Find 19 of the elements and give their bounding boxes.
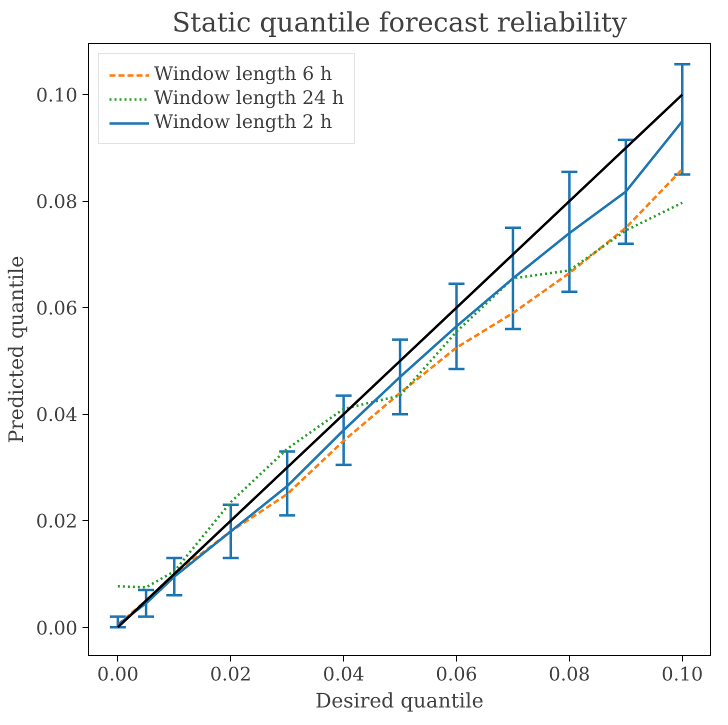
x-tick-label: 0.04 (322, 664, 364, 686)
x-axis-title: Desired quantile (315, 688, 484, 712)
x-tick-label: 0.10 (662, 664, 704, 686)
legend-label: Window length 24 h (154, 88, 344, 109)
y-tick-label: 0.10 (36, 86, 78, 107)
x-tick-label: 0.02 (210, 664, 252, 686)
x-tick-label: 0.06 (436, 664, 478, 686)
x-tick-label: 0.08 (548, 664, 590, 686)
line-series (116, 202, 684, 589)
legend-label: Window length 2 h (154, 112, 332, 133)
y-tick-label: 0.00 (36, 618, 78, 640)
chart-title: Static quantile forecast reliability (172, 8, 627, 38)
y-tick-label: 0.06 (36, 298, 78, 320)
x-tick-label: 0.00 (97, 664, 139, 686)
y-tick-label: 0.08 (36, 192, 78, 214)
y-tick-label: 0.04 (36, 405, 78, 426)
legend-label: Window length 6 h (154, 64, 332, 85)
y-axis-title: Predicted quantile (4, 256, 28, 444)
y-tick-label: 0.02 (36, 512, 78, 533)
